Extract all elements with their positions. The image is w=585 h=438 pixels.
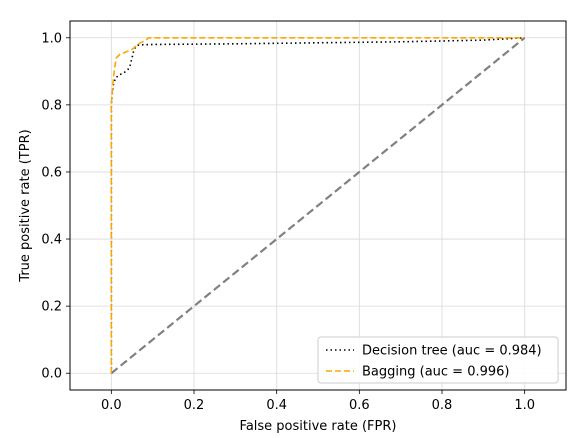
y-tick-label: 0.4 <box>41 233 62 248</box>
series-line-bagging <box>110 36 525 374</box>
x-axis-title: False positive rate (FPR) <box>240 419 397 434</box>
series-group <box>110 36 525 374</box>
legend-label-decision-tree: Decision tree (auc = 0.984) <box>362 344 542 359</box>
x-tick-label: 0.6 <box>349 398 370 413</box>
x-tick-label: 0.0 <box>101 398 122 413</box>
y-tick-label: 0.0 <box>41 367 62 382</box>
legend-box <box>317 336 559 384</box>
x-tick-label: 0.4 <box>266 398 287 413</box>
y-axis-title: True positive rate (TPR) <box>18 129 33 282</box>
y-tick-label: 0.8 <box>41 98 62 113</box>
x-tick-label: 0.8 <box>432 398 453 413</box>
y-tick-label: 0.2 <box>41 300 62 315</box>
grid <box>70 21 566 390</box>
plot-area-frame <box>69 20 567 391</box>
y-tick-label: 0.6 <box>41 165 62 180</box>
reference-diagonal <box>110 36 526 375</box>
legend-label-bagging: Bagging (auc = 0.996) <box>362 365 510 380</box>
reference-diagonal-line <box>110 36 526 375</box>
x-tick-label: 0.2 <box>184 398 205 413</box>
legend: Decision tree (auc = 0.984) Bagging (auc… <box>317 336 559 384</box>
x-axis: 0.0 0.2 0.4 0.6 0.8 1.0 <box>101 390 535 413</box>
y-tick-label: 1.0 <box>41 31 62 46</box>
x-tick-label: 1.0 <box>514 398 535 413</box>
y-axis: 0.0 0.2 0.4 0.6 0.8 1.0 <box>41 31 70 382</box>
